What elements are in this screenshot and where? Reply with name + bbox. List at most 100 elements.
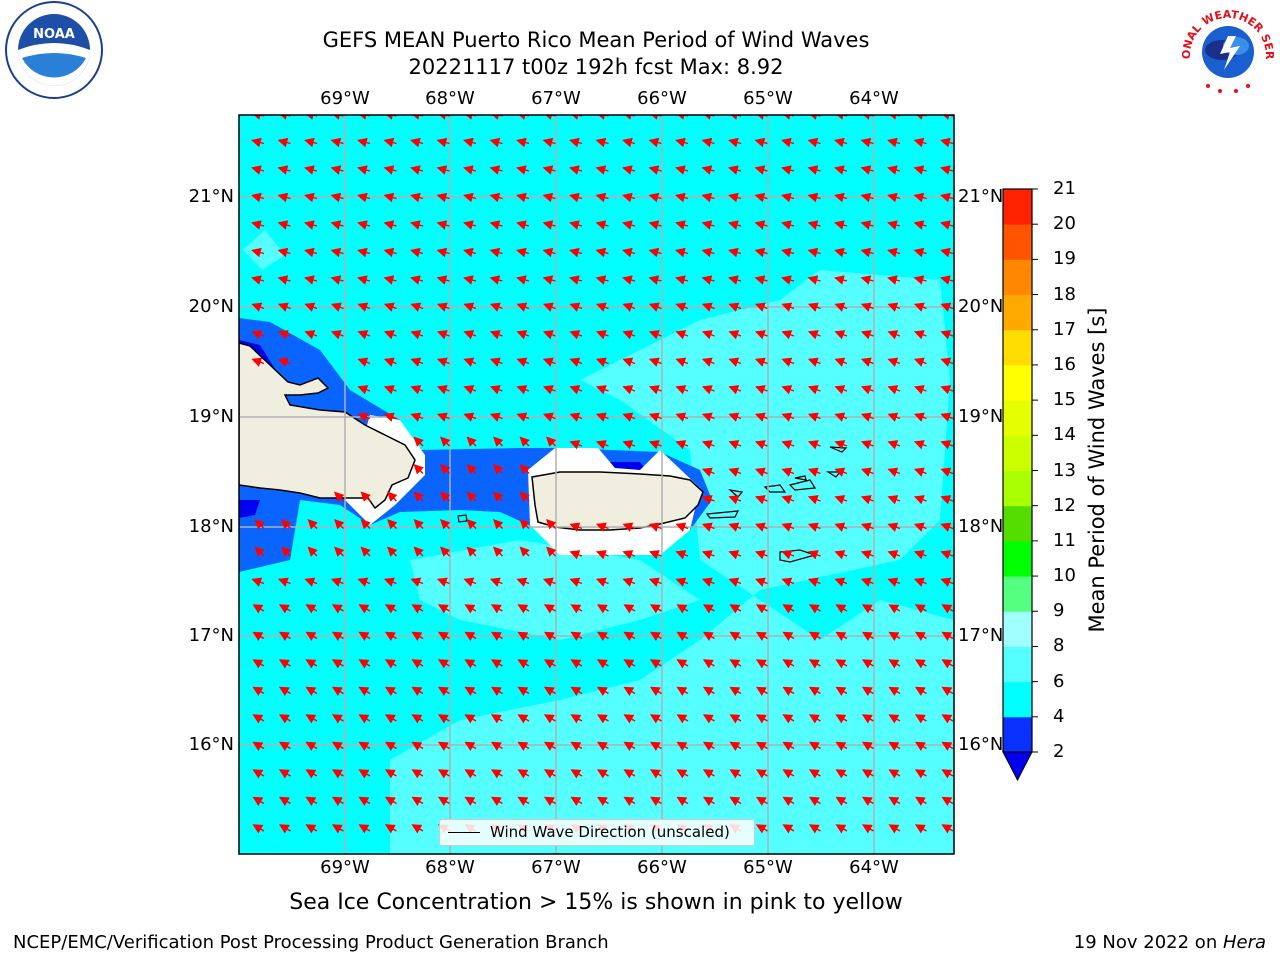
wind-wave-arrow bbox=[781, 357, 795, 367]
wind-wave-arrow bbox=[622, 412, 636, 422]
wind-wave-arrow bbox=[701, 330, 715, 340]
colorbar-segment bbox=[1003, 540, 1032, 577]
wind-wave-arrow bbox=[437, 714, 450, 724]
wind-wave-arrow bbox=[913, 165, 927, 175]
wind-wave-arrow bbox=[913, 522, 927, 532]
wind-wave-arrow bbox=[913, 467, 927, 477]
wind-wave-direction-arrows bbox=[251, 115, 954, 834]
wind-wave-arrow bbox=[701, 385, 715, 395]
colorbar-segment bbox=[1003, 224, 1032, 260]
wind-wave-arrow bbox=[860, 192, 874, 203]
footer-date-text: 19 Nov 2022 on bbox=[1073, 932, 1223, 953]
wind-wave-arrow bbox=[623, 686, 636, 696]
wind-wave-arrow bbox=[807, 550, 821, 560]
wind-wave-arrow bbox=[676, 631, 689, 641]
wind-wave-arrow bbox=[440, 546, 451, 557]
colorbar-segment bbox=[1003, 435, 1032, 471]
wind-wave-arrow bbox=[411, 686, 424, 696]
wind-wave-arrow bbox=[437, 659, 450, 669]
wind-wave-arrow bbox=[569, 440, 583, 450]
wind-wave-arrow bbox=[358, 686, 371, 696]
wind-wave-arrow bbox=[281, 519, 292, 530]
noaa-logo-text: NOAA bbox=[33, 27, 75, 42]
wind-wave-arrow bbox=[807, 192, 821, 203]
wind-wave-arrow bbox=[675, 220, 689, 230]
wind-wave-arrow bbox=[330, 247, 344, 258]
wind-wave-arrow bbox=[860, 467, 874, 477]
wind-wave-arrow bbox=[781, 467, 795, 477]
wind-wave-arrow bbox=[676, 796, 689, 806]
wind-wave-arrow bbox=[410, 412, 424, 422]
wind-wave-arrow bbox=[781, 440, 795, 450]
wind-wave-arrow bbox=[569, 385, 583, 395]
wind-wave-arrow bbox=[437, 686, 450, 696]
wind-wave-arrow bbox=[940, 357, 954, 367]
wind-wave-arrow bbox=[252, 604, 265, 614]
wind-wave-arrow bbox=[754, 577, 768, 587]
wind-wave-arrow bbox=[914, 796, 927, 806]
wind-wave-arrow bbox=[834, 330, 848, 340]
wind-wave-arrow bbox=[569, 165, 583, 175]
wind-wave-arrow bbox=[807, 220, 821, 230]
wind-wave-arrow bbox=[675, 165, 689, 175]
wind-wave-arrow bbox=[622, 385, 636, 395]
wind-wave-arrow bbox=[701, 495, 715, 505]
wind-wave-arrow bbox=[517, 796, 530, 806]
wind-wave-arrow bbox=[834, 467, 848, 477]
wind-wave-arrow bbox=[464, 769, 477, 779]
wind-wave-arrow bbox=[357, 385, 371, 395]
wind-wave-arrow bbox=[913, 137, 927, 148]
wind-wave-arrow bbox=[781, 192, 795, 203]
wind-wave-arrow bbox=[357, 577, 371, 587]
wind-wave-arrow bbox=[411, 604, 424, 614]
wind-wave-arrow bbox=[517, 659, 530, 669]
wind-wave-arrow bbox=[701, 302, 715, 312]
footer-credit: NCEP/EMC/Verification Post Processing Pr… bbox=[13, 932, 609, 953]
wind-wave-arrow bbox=[489, 220, 503, 230]
wind-wave-arrow bbox=[251, 275, 265, 285]
wind-wave-arrow bbox=[622, 192, 636, 203]
wind-wave-arrow bbox=[411, 824, 424, 834]
wind-wave-arrow bbox=[649, 769, 662, 779]
wind-wave-arrow bbox=[304, 330, 318, 340]
wind-wave-arrow bbox=[543, 604, 556, 614]
wind-wave-arrow bbox=[860, 220, 874, 230]
wind-wave-arrow bbox=[331, 741, 344, 751]
wind-wave-arrow bbox=[860, 385, 874, 395]
wind-wave-arrow bbox=[702, 604, 715, 614]
wind-wave-arrow bbox=[595, 577, 609, 587]
wind-wave-arrow bbox=[648, 330, 662, 340]
wind-wave-arrow bbox=[516, 357, 530, 367]
wind-wave-arrow bbox=[807, 412, 821, 422]
wind-wave-arrow bbox=[702, 686, 715, 696]
wind-wave-arrow bbox=[383, 577, 397, 587]
footer-host: Hera bbox=[1222, 932, 1266, 953]
wind-wave-arrow bbox=[648, 247, 662, 258]
wind-wave-arrow bbox=[493, 491, 504, 502]
wind-wave-arrow bbox=[675, 577, 689, 587]
wind-wave-arrow bbox=[570, 714, 583, 724]
wind-wave-arrow bbox=[860, 495, 874, 505]
wind-wave-arrow bbox=[360, 546, 371, 557]
wind-wave-arrow bbox=[251, 357, 265, 367]
wind-wave-arrow bbox=[437, 604, 450, 614]
wind-wave-arrow bbox=[675, 412, 689, 422]
wind-wave-arrow bbox=[489, 577, 503, 587]
colorbar-tick-label: 12 bbox=[1053, 494, 1076, 516]
wind-wave-arrow bbox=[701, 137, 715, 148]
wind-wave-arrow bbox=[357, 165, 371, 175]
wind-wave-arrow bbox=[648, 522, 662, 532]
wind-wave-arrow bbox=[675, 550, 689, 560]
wind-wave-arrow bbox=[913, 247, 927, 258]
wind-wave-arrow bbox=[410, 220, 424, 230]
wind-wave-arrow bbox=[595, 550, 609, 560]
wind-wave-arrow bbox=[252, 769, 265, 779]
wind-wave-arrow bbox=[384, 824, 397, 834]
colorbar-segment bbox=[1003, 470, 1032, 507]
wind-wave-arrow bbox=[887, 247, 901, 258]
wind-wave-arrow bbox=[570, 769, 583, 779]
wind-wave-arrow bbox=[278, 604, 291, 614]
wind-wave-arrow bbox=[860, 522, 874, 532]
wind-wave-arrow bbox=[676, 741, 689, 751]
wind-wave-arrow bbox=[251, 220, 265, 230]
